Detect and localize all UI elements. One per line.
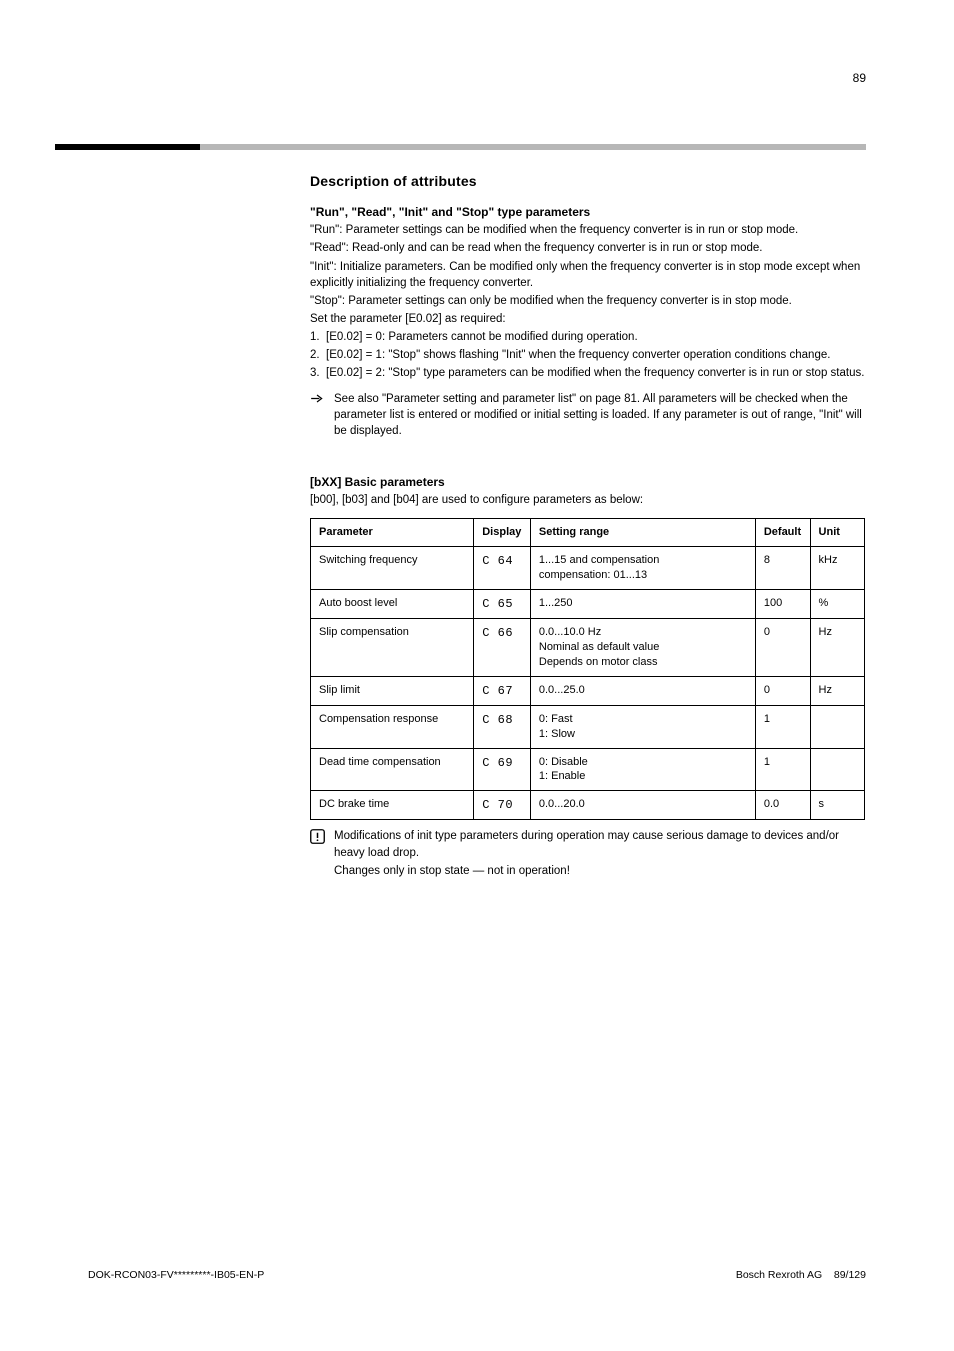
td-range: 0: Disable 1: Enable (530, 748, 755, 791)
td-unit (810, 748, 864, 791)
td-range: 0.0...25.0 (530, 676, 755, 705)
td-display: C 69 (474, 748, 531, 791)
content-column: Description of attributes "Run", "Read",… (310, 172, 865, 881)
td-unit: kHz (810, 547, 864, 590)
step-3-num: 3. (310, 365, 326, 381)
arrow-icon (310, 391, 326, 408)
types-line-2: "Read": Read-only and can be read when t… (310, 240, 865, 256)
step-2-text: [E0.02] = 1: "Stop" shows flashing "Init… (326, 347, 865, 363)
td-range: 0.0...20.0 (530, 791, 755, 820)
td-param: Dead time compensation (311, 748, 474, 791)
td-display: C 64 (474, 547, 531, 590)
td-default: 100 (755, 589, 810, 618)
td-display: C 67 (474, 676, 531, 705)
td-default: 1 (755, 705, 810, 748)
td-default: 0 (755, 619, 810, 677)
warning-line-2: Changes only in stop state — not in oper… (334, 863, 865, 879)
td-default: 0 (755, 676, 810, 705)
types-heading: "Run", "Read", "Init" and "Stop" type pa… (310, 204, 865, 221)
td-param: Slip limit (311, 676, 474, 705)
table-row: Compensation response C 68 0: Fast 1: Sl… (311, 705, 865, 748)
footer-right-minor: 89/129 (834, 1269, 866, 1281)
table-body: Switching frequency C 64 1...15 and comp… (311, 547, 865, 820)
td-param: Slip compensation (311, 619, 474, 677)
td-default: 0.0 (755, 791, 810, 820)
td-display: C 66 (474, 619, 531, 677)
step-1-num: 1. (310, 329, 326, 345)
th-range: Setting range (530, 519, 755, 547)
footer-left: DOK-RCON03-FV*********-IB05-EN-P (88, 1268, 264, 1283)
bxx-intro: [b00], [b03] and [b04] are used to confi… (310, 492, 865, 508)
th-default: Default (755, 519, 810, 547)
footer-right: Bosch Rexroth AG 89/129 (736, 1268, 866, 1283)
td-range: 1...15 and compensation compensation: 01… (530, 547, 755, 590)
td-unit (810, 705, 864, 748)
warning-body: Modifications of init type parameters du… (334, 828, 865, 880)
step-3-text: [E0.02] = 2: "Stop" type parameters can … (326, 365, 865, 381)
td-display: C 70 (474, 791, 531, 820)
td-unit: % (810, 589, 864, 618)
warning-line-1: Modifications of init type parameters du… (334, 828, 865, 860)
table-row: DC brake time C 70 0.0...20.0 0.0 s (311, 791, 865, 820)
td-range: 1...250 (530, 589, 755, 618)
parameter-table: Parameter Display Setting range Default … (310, 518, 865, 820)
table-row: Dead time compensation C 69 0: Disable 1… (311, 748, 865, 791)
page: 89 Description of attributes "Run", "Rea… (0, 0, 954, 1351)
stop-icon (310, 828, 326, 844)
header-rule-black (55, 144, 200, 150)
td-unit: s (810, 791, 864, 820)
bxx-heading: [bXX] Basic parameters (310, 474, 865, 491)
td-unit: Hz (810, 676, 864, 705)
types-line-1: "Run": Parameter settings can be modifie… (310, 222, 865, 238)
validation-note: See also "Parameter setting and paramete… (310, 391, 865, 439)
table-row: Auto boost level C 65 1...250 100 % (311, 589, 865, 618)
th-parameter: Parameter (311, 519, 474, 547)
table-row: Switching frequency C 64 1...15 and comp… (311, 547, 865, 590)
footer-right-major: Bosch Rexroth AG (736, 1269, 822, 1281)
step-2-num: 2. (310, 347, 326, 363)
td-range: 0: Fast 1: Slow (530, 705, 755, 748)
td-default: 8 (755, 547, 810, 590)
td-display: C 68 (474, 705, 531, 748)
td-param: DC brake time (311, 791, 474, 820)
td-unit: Hz (810, 619, 864, 677)
td-range: 0.0...10.0 Hz Nominal as default value D… (530, 619, 755, 677)
td-param: Switching frequency (311, 547, 474, 590)
types-line-3: "Init": Initialize parameters. Can be mo… (310, 259, 865, 291)
th-unit: Unit (810, 519, 864, 547)
td-display: C 65 (474, 589, 531, 618)
table-header-row: Parameter Display Setting range Default … (311, 519, 865, 547)
step-3: 3. [E0.02] = 2: "Stop" type parameters c… (310, 365, 865, 381)
step-1: 1. [E0.02] = 0: Parameters cannot be mod… (310, 329, 865, 345)
table-row: Slip limit C 67 0.0...25.0 0 Hz (311, 676, 865, 705)
types-line-4-note: Set the parameter [E0.02] as required: (310, 311, 865, 327)
header-rule (55, 144, 866, 150)
step-2: 2. [E0.02] = 1: "Stop" shows flashing "I… (310, 347, 865, 363)
td-param: Auto boost level (311, 589, 474, 618)
th-display: Display (474, 519, 531, 547)
types-line-4: "Stop": Parameter settings can only be m… (310, 293, 865, 309)
warning-note: Modifications of init type parameters du… (310, 828, 865, 880)
step-1-text: [E0.02] = 0: Parameters cannot be modifi… (326, 329, 865, 345)
section-title: Description of attributes (310, 172, 865, 192)
header-rule-gray (200, 144, 866, 150)
validation-body: See also "Parameter setting and paramete… (334, 391, 865, 439)
td-default: 1 (755, 748, 810, 791)
page-number: 89 (853, 70, 866, 87)
td-param: Compensation response (311, 705, 474, 748)
table-row: Slip compensation C 66 0.0...10.0 Hz Nom… (311, 619, 865, 677)
